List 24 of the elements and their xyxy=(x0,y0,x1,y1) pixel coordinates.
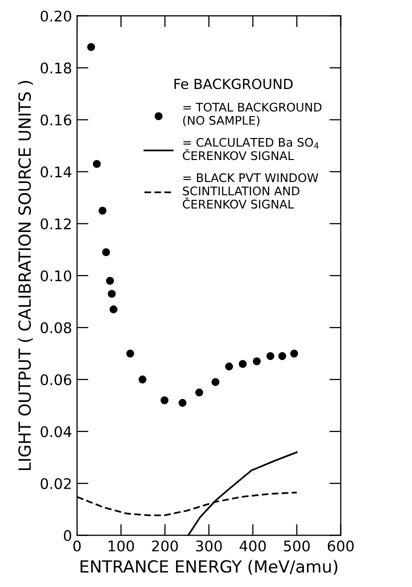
y-tick-label: 0.10 xyxy=(40,270,72,282)
y-tick-label: 0.14 xyxy=(40,166,72,178)
y-tick-label: 0.18 xyxy=(40,62,72,74)
x-tick-label: 300 xyxy=(196,540,222,552)
text: = CALCULATED Ba SO$_{4}$ ČERENKOV SIGNAL xyxy=(182,138,319,160)
y-axis-title: LIGHT OUTPUT ( CALIBRATION SOURCE UNITS ) xyxy=(18,80,33,470)
legend-label: = TOTAL BACKGROUND (NO SAMPLE) xyxy=(183,102,322,126)
y-tick-label: 0.02 xyxy=(40,478,71,490)
x-tick-label: 100 xyxy=(108,540,134,552)
y-tick-label: 0.16 xyxy=(40,114,72,126)
x-tick-label: 400 xyxy=(240,540,266,552)
y-tick-label: 0.20 xyxy=(40,10,72,22)
x-tick-label: 500 xyxy=(284,540,310,552)
y-tick-label: 0.06 xyxy=(40,374,72,386)
x-tick-label: 600 xyxy=(328,540,354,552)
x-tick-label: 200 xyxy=(152,540,178,552)
y-tick-label: 0.12 xyxy=(40,218,71,230)
legend-label: = BLACK PVT WINDOW SCINTILLATION AND ČERENKOV SIGNAL xyxy=(182,173,318,209)
legend-title: Fe BACKGROUND xyxy=(174,78,293,90)
y-tick-label: 0.08 xyxy=(40,322,72,334)
x-tick-label: 0 xyxy=(73,540,81,552)
y-tick-label: 0 xyxy=(64,530,72,542)
y-tick-label: 0.04 xyxy=(40,426,72,438)
x-axis-title: ENTRANCE ENERGY (MeV/amu) xyxy=(80,560,338,575)
